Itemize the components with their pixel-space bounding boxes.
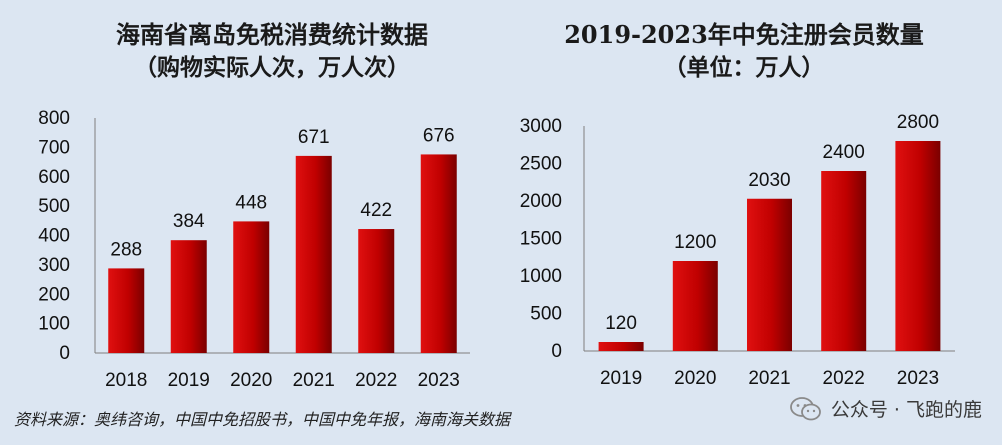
x-tick-label-2020: 2020	[674, 368, 716, 389]
bar-2021	[747, 198, 792, 351]
data-label-2022: 422	[360, 200, 392, 221]
watermark-text: 公众号 · 飞跑的鹿	[830, 399, 982, 421]
y-tick-label: 0	[59, 343, 70, 364]
x-tick-label-2019: 2019	[168, 370, 210, 391]
watermark: 公众号 · 飞跑的鹿	[789, 395, 982, 422]
wechat-icon	[789, 396, 821, 420]
data-label-2018: 288	[110, 239, 142, 260]
bar-2022	[358, 229, 395, 353]
y-tick-label: 1500	[520, 229, 562, 250]
chart-2-bars	[598, 141, 941, 351]
chart-1-title: 海南省离岛免税消费统计数据	[116, 20, 428, 49]
y-tick-label: 500	[38, 196, 70, 217]
x-tick-label-2021: 2021	[748, 368, 790, 389]
y-tick-label: 1000	[520, 266, 562, 287]
chart-2-data-labels: 120 1200 2030 2400 2800	[605, 112, 939, 334]
data-label-2020: 448	[235, 192, 267, 213]
source-note: 资料来源：奥纬咨询，中国中免招股书，中国中免年报，海南海关数据	[14, 410, 511, 429]
data-label-2021: 671	[298, 127, 330, 148]
y-tick-label: 200	[38, 284, 70, 305]
y-tick-label: 300	[38, 255, 70, 276]
chart-1-x-ticks: 2018 2019 2020 2021 2022 2023	[105, 370, 460, 391]
data-label-2023: 676	[423, 125, 455, 146]
chart-1-y-ticks: 0 100 200 300 400 500 600 700 800	[38, 108, 70, 364]
x-tick-label-2021: 2021	[293, 370, 335, 391]
bar-2020	[672, 261, 718, 351]
chart-1-bars	[108, 154, 457, 353]
bar-2018	[108, 268, 145, 353]
chart-1-data-labels: 288 384 448 671 422 676	[110, 125, 454, 260]
x-tick-label-2023: 2023	[897, 368, 939, 389]
chart-2-title: 2019-2023年中免注册会员数量	[564, 20, 924, 49]
chart-2: 2019-2023年中免注册会员数量 （单位：万人） 0 500 1000 1500 2…	[520, 20, 955, 389]
x-tick-label-2019: 2019	[600, 368, 642, 389]
x-tick-label-2023: 2023	[418, 370, 460, 391]
data-label-2019: 384	[173, 211, 205, 232]
data-label-2022: 2400	[823, 142, 865, 163]
bar-2019	[170, 240, 207, 353]
y-tick-label: 500	[530, 304, 562, 325]
x-tick-label-2020: 2020	[230, 370, 272, 391]
y-tick-label: 800	[38, 108, 70, 129]
y-tick-label: 3000	[520, 116, 562, 137]
bar-2020	[233, 221, 270, 353]
data-label-2019: 120	[605, 313, 637, 334]
y-tick-label: 2000	[520, 191, 562, 212]
bar-2019	[598, 342, 644, 351]
y-tick-label: 0	[551, 341, 562, 362]
data-label-2023: 2800	[897, 112, 939, 133]
data-label-2020: 1200	[674, 232, 716, 253]
y-tick-label: 100	[38, 314, 70, 335]
data-label-2021: 2030	[748, 170, 790, 191]
chart-2-y-ticks: 0 500 1000 1500 2000 2500 3000	[520, 116, 562, 362]
bar-2023	[895, 141, 941, 351]
chart-1: 海南省离岛免税消费统计数据 （购物实际人次，万人次） 0 100 200 300 400…	[38, 20, 470, 391]
x-tick-label-2022: 2022	[823, 368, 865, 389]
chart-1-subtitle: （购物实际人次，万人次）	[134, 54, 410, 81]
y-tick-label: 2500	[520, 154, 562, 175]
y-tick-label: 400	[38, 226, 70, 247]
bar-2022	[821, 171, 867, 351]
x-tick-label-2022: 2022	[355, 370, 397, 391]
chart-2-x-ticks: 2019 2020 2021 2022 2023	[600, 368, 939, 389]
y-tick-label: 600	[38, 167, 70, 188]
x-tick-label-2018: 2018	[105, 370, 147, 391]
bar-2023	[420, 154, 457, 353]
bar-2021	[295, 155, 332, 353]
y-tick-label: 700	[38, 137, 70, 158]
chart-2-subtitle: （单位：万人）	[664, 54, 825, 81]
